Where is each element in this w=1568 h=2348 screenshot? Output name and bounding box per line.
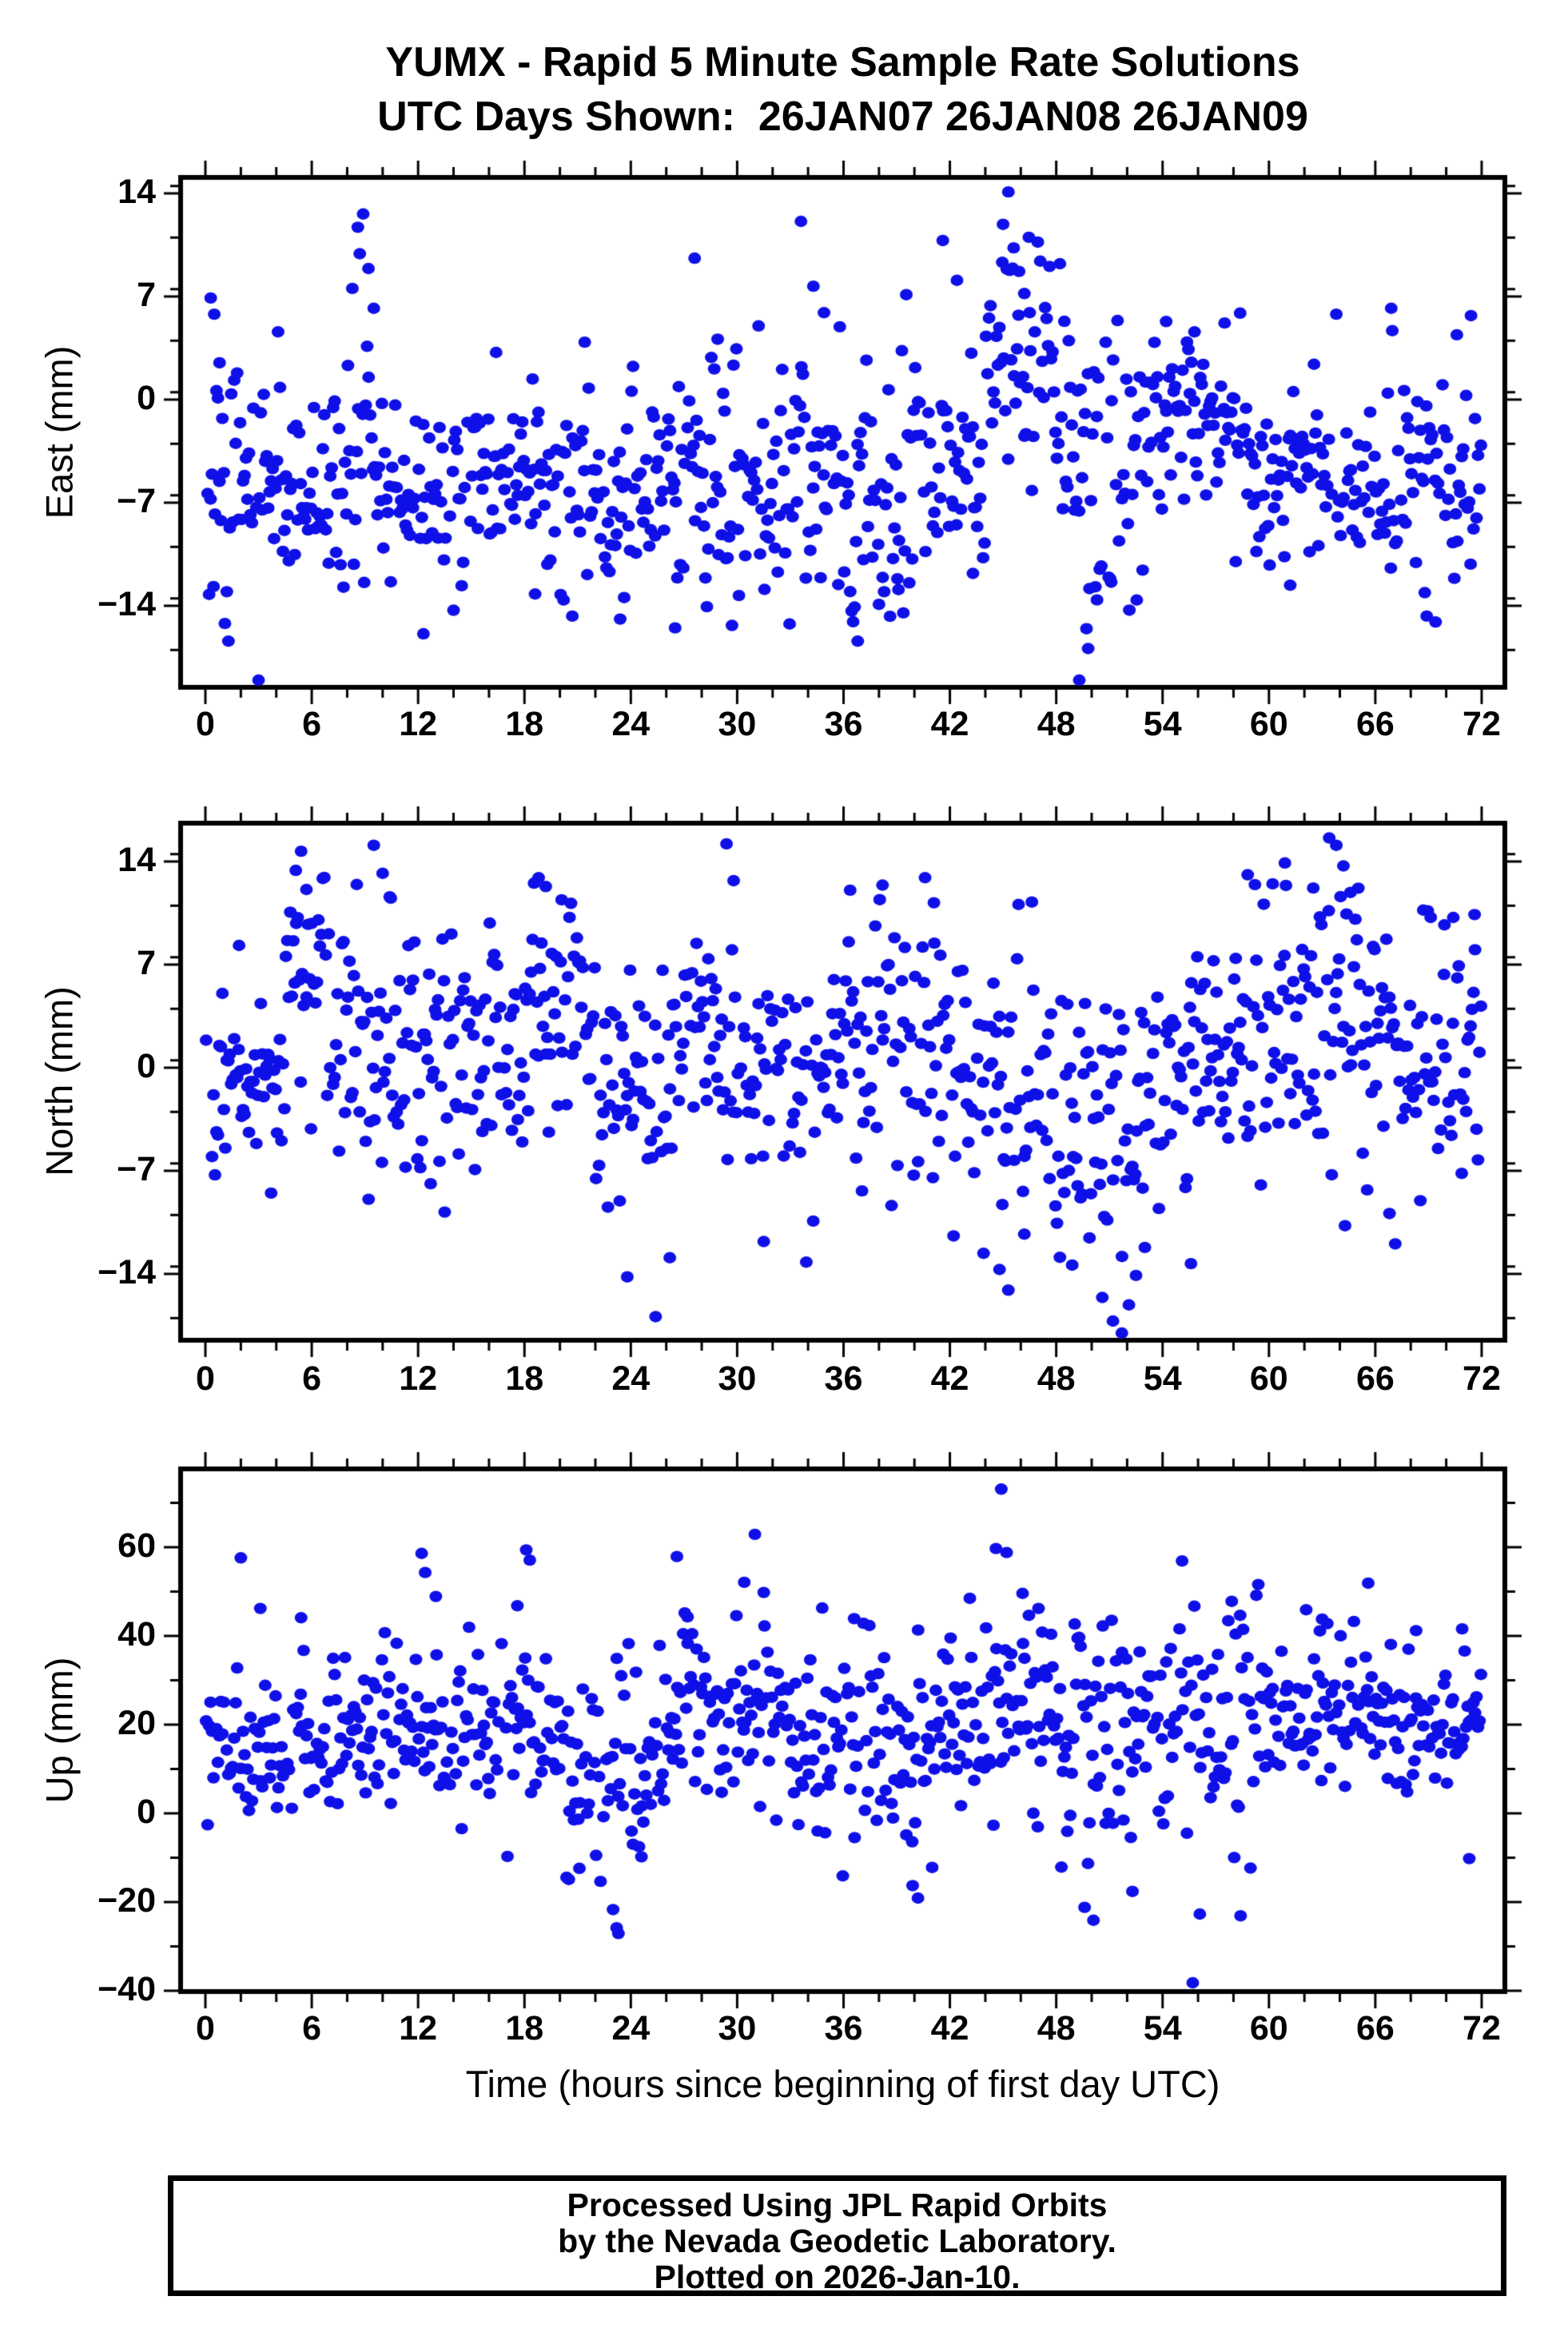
x-tick-label-east-6: 6 bbox=[302, 705, 322, 743]
y-tick-label-east-−14: −14 bbox=[98, 585, 156, 624]
x-tick-label-up-72: 72 bbox=[1463, 2009, 1501, 2048]
x-tick-label-east-0: 0 bbox=[196, 705, 215, 743]
y-tick-label-north-7: 7 bbox=[137, 943, 156, 982]
x-tick-label-north-6: 6 bbox=[302, 1359, 322, 1398]
x-tick-label-east-48: 48 bbox=[1037, 705, 1076, 743]
x-tick-label-up-66: 66 bbox=[1355, 2009, 1395, 2048]
x-tick-label-north-36: 36 bbox=[824, 1359, 863, 1398]
x-tick-label-up-36: 36 bbox=[824, 2009, 863, 2048]
y-tick-label-east-−7: −7 bbox=[116, 482, 156, 520]
x-tick-label-up-12: 12 bbox=[399, 2009, 438, 2048]
x-tick-label-east-66: 66 bbox=[1355, 705, 1395, 743]
x-tick-label-up-6: 6 bbox=[302, 2009, 322, 2048]
footer-line-1: Processed Using JPL Rapid Orbits bbox=[567, 2187, 1108, 2223]
x-tick-label-east-24: 24 bbox=[611, 705, 651, 743]
x-tick-label-north-60: 60 bbox=[1249, 1359, 1288, 1398]
x-tick-label-up-60: 60 bbox=[1249, 2009, 1288, 2048]
x-tick-label-east-30: 30 bbox=[718, 705, 757, 743]
x-tick-label-east-12: 12 bbox=[399, 705, 438, 743]
x-tick-label-north-18: 18 bbox=[505, 1359, 544, 1398]
x-tick-label-east-72: 72 bbox=[1463, 705, 1501, 743]
x-tick-label-east-42: 42 bbox=[930, 705, 969, 743]
x-tick-label-north-12: 12 bbox=[399, 1359, 438, 1398]
y-tick-label-north-14: 14 bbox=[117, 840, 156, 879]
x-tick-label-east-18: 18 bbox=[505, 705, 544, 743]
y-tick-label-up-−20: −20 bbox=[98, 1881, 156, 1920]
x-axis-title: Time (hours since beginning of first day… bbox=[465, 2063, 1220, 2105]
y-tick-label-up-20: 20 bbox=[117, 1704, 156, 1742]
x-tick-label-up-30: 30 bbox=[718, 2009, 757, 2048]
x-tick-label-up-0: 0 bbox=[196, 2009, 215, 2048]
x-tick-label-east-54: 54 bbox=[1143, 705, 1182, 743]
y-tick-label-north-−14: −14 bbox=[98, 1253, 156, 1292]
x-tick-label-up-48: 48 bbox=[1037, 2009, 1076, 2048]
footer-box: Processed Using JPL Rapid Orbits by the … bbox=[168, 2175, 1506, 2296]
x-tick-label-north-48: 48 bbox=[1037, 1359, 1076, 1398]
x-tick-label-up-42: 42 bbox=[930, 2009, 969, 2048]
y-tick-label-east-14: 14 bbox=[117, 172, 156, 211]
x-tick-label-north-54: 54 bbox=[1143, 1359, 1182, 1398]
y-tick-label-up-40: 40 bbox=[117, 1615, 156, 1654]
footer-line-2: by the Nevada Geodetic Laboratory. bbox=[558, 2223, 1116, 2259]
x-tick-label-north-66: 66 bbox=[1355, 1359, 1395, 1398]
x-tick-label-north-42: 42 bbox=[930, 1359, 969, 1398]
footer-line-3: Plotted on 2026-Jan-10. bbox=[654, 2258, 1021, 2295]
y-tick-label-up-−40: −40 bbox=[98, 1970, 156, 2008]
x-tick-label-north-24: 24 bbox=[611, 1359, 651, 1398]
x-tick-label-up-54: 54 bbox=[1143, 2009, 1182, 2048]
x-tick-label-north-30: 30 bbox=[718, 1359, 757, 1398]
x-tick-label-east-36: 36 bbox=[824, 705, 863, 743]
y-tick-label-up-60: 60 bbox=[117, 1526, 156, 1565]
y-tick-label-up-0: 0 bbox=[137, 1793, 156, 1831]
page-title: YUMX - Rapid 5 Minute Sample Rate Soluti… bbox=[385, 39, 1300, 86]
x-tick-label-up-18: 18 bbox=[505, 2009, 544, 2048]
x-tick-label-north-0: 0 bbox=[196, 1359, 215, 1398]
x-tick-label-east-60: 60 bbox=[1249, 705, 1288, 743]
y-tick-label-north-0: 0 bbox=[137, 1047, 156, 1085]
y-tick-label-east-0: 0 bbox=[137, 379, 156, 417]
y-tick-label-north-−7: −7 bbox=[116, 1150, 156, 1188]
x-tick-label-north-72: 72 bbox=[1463, 1359, 1501, 1398]
x-tick-label-up-24: 24 bbox=[611, 2009, 651, 2048]
y-tick-label-east-7: 7 bbox=[137, 275, 156, 314]
page-subtitle: UTC Days Shown: 26JAN07 26JAN08 26JAN09 bbox=[377, 94, 1308, 140]
